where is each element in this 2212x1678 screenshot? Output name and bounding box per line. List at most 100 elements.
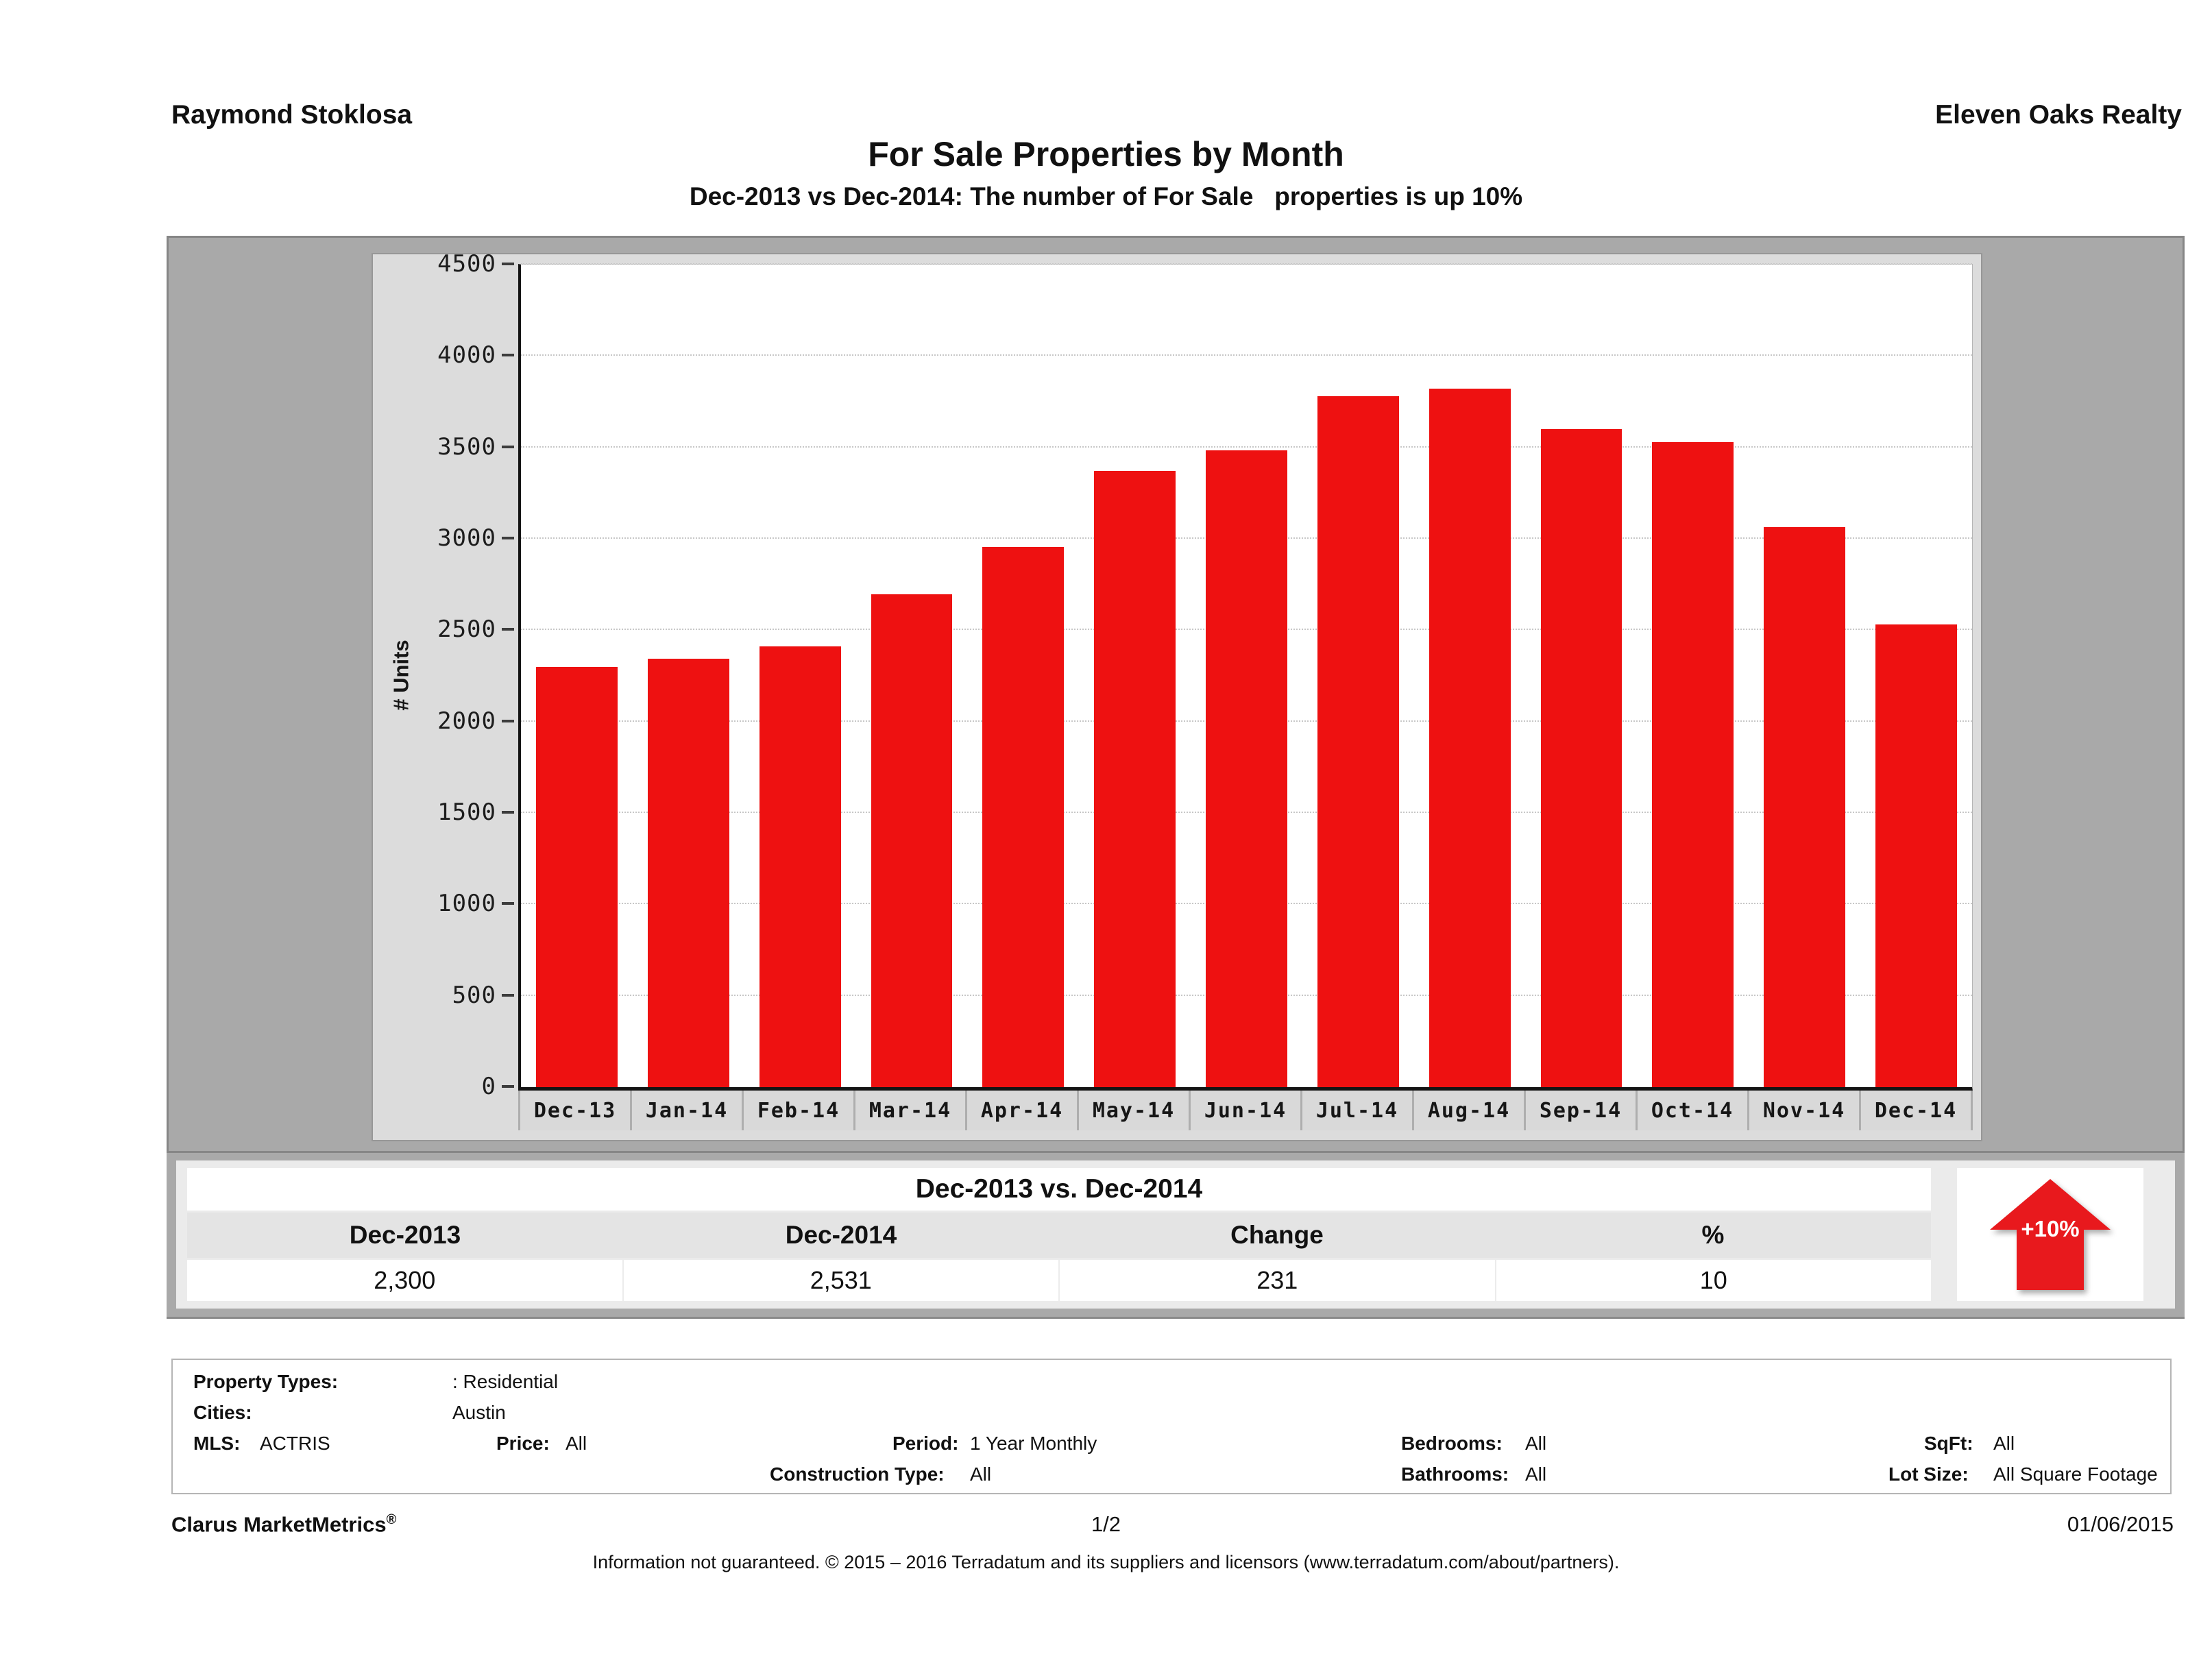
x-label-Nov-14: Nov-14 bbox=[1747, 1091, 1859, 1130]
period-value: 1 Year Monthly bbox=[970, 1433, 1097, 1454]
bar-slot-Jul-14 bbox=[1302, 265, 1414, 1087]
footer-date: 01/06/2015 bbox=[2067, 1512, 2174, 1536]
col-header-change: Change bbox=[1230, 1221, 1324, 1249]
value-change: 231 bbox=[1058, 1260, 1495, 1301]
footer-disclaimer: Information not guaranteed. © 2015 – 201… bbox=[592, 1552, 1620, 1572]
registered-mark: ® bbox=[386, 1512, 397, 1527]
bar-Dec-13 bbox=[535, 666, 618, 1087]
cities-value: Austin bbox=[452, 1402, 506, 1423]
gridline-4500 bbox=[521, 263, 1972, 265]
y-tick-label-0: 0 bbox=[481, 1073, 496, 1100]
page-title: For Sale Properties by Month bbox=[868, 135, 1344, 173]
x-label-Feb-14: Feb-14 bbox=[742, 1091, 853, 1130]
bar-Oct-14 bbox=[1652, 441, 1734, 1087]
y-tick-mark-4000 bbox=[502, 354, 514, 357]
col-header-percent: % bbox=[1701, 1221, 1725, 1249]
y-tick-mark-2500 bbox=[502, 628, 514, 631]
x-label-Dec-14: Dec-14 bbox=[1859, 1091, 1973, 1130]
criteria-box: Property Types: : Residential Cities: Au… bbox=[171, 1359, 2172, 1494]
mls-label: MLS: bbox=[193, 1433, 241, 1454]
y-tick-label-4500: 4500 bbox=[437, 250, 496, 278]
y-tick-label-1000: 1000 bbox=[437, 890, 496, 918]
up-arrow-icon: +10% bbox=[1990, 1179, 2111, 1290]
y-tick-mark-500 bbox=[502, 993, 514, 997]
sqft-value: All bbox=[1993, 1433, 2015, 1454]
x-label-Apr-14: Apr-14 bbox=[965, 1091, 1077, 1130]
y-tick-mark-4500 bbox=[502, 263, 514, 265]
x-label-Jul-14: Jul-14 bbox=[1300, 1091, 1412, 1130]
col-header-dec2013: Dec-2013 bbox=[349, 1221, 461, 1249]
up-arrow-head bbox=[1990, 1179, 2111, 1230]
y-tick-label-2000: 2000 bbox=[437, 707, 496, 735]
up-arrow-body bbox=[2017, 1230, 2084, 1290]
value-dec2013: 2,300 bbox=[374, 1266, 436, 1294]
bar-May-14 bbox=[1094, 471, 1176, 1087]
bar-slot-Mar-14 bbox=[856, 265, 968, 1087]
property-types-label: Property Types: bbox=[193, 1371, 339, 1392]
comparison-value-row: 2,300 2,531 231 10 bbox=[187, 1260, 1931, 1301]
x-axis-strip: Dec-13 Jan-14 Feb-14 Mar-14 Apr-14 May-14 Jun-… bbox=[518, 1091, 1973, 1130]
bar-slot-Dec-14 bbox=[1860, 265, 1972, 1087]
lot-size-label: Lot Size: bbox=[1888, 1463, 1969, 1485]
bar-Dec-14 bbox=[1875, 624, 1957, 1087]
footer-brand: Clarus MarketMetrics® bbox=[171, 1512, 396, 1537]
y-tick-label-4000: 4000 bbox=[437, 341, 496, 369]
bar-slot-Jun-14 bbox=[1191, 265, 1302, 1087]
agent-name: Raymond Stoklosa bbox=[171, 100, 413, 130]
col-header-dec2014: Dec-2014 bbox=[785, 1221, 897, 1249]
cities-label: Cities: bbox=[193, 1402, 252, 1423]
bedrooms-label: Bedrooms: bbox=[1401, 1433, 1503, 1454]
y-tick-mark-1500 bbox=[502, 811, 514, 814]
y-tick-mark-1000 bbox=[502, 902, 514, 905]
bar-Sep-14 bbox=[1540, 429, 1622, 1087]
bar-slot-Nov-14 bbox=[1749, 265, 1860, 1087]
x-label-Mar-14: Mar-14 bbox=[853, 1091, 965, 1130]
y-tick-mark-0 bbox=[502, 1085, 514, 1088]
bar-slot-Apr-14 bbox=[967, 265, 1079, 1087]
x-label-May-14: May-14 bbox=[1077, 1091, 1189, 1130]
bar-slot-Aug-14 bbox=[1414, 265, 1526, 1087]
value-percent: 10 bbox=[1494, 1260, 1932, 1301]
bar-Aug-14 bbox=[1429, 389, 1511, 1087]
period-label: Period: bbox=[892, 1433, 959, 1454]
bar-Mar-14 bbox=[871, 594, 953, 1087]
chart-panel: # Units 0 500 1000 1500 2000 2500 3000 3500 4000… bbox=[372, 250, 1982, 1141]
comparison-table: Dec-2013 vs. Dec-2014 Dec-2013 Dec-2014 … bbox=[187, 1168, 1931, 1301]
x-label-Sep-14: Sep-14 bbox=[1524, 1091, 1636, 1130]
y-axis: 0 500 1000 1500 2000 2500 3000 3500 4000 4500 bbox=[373, 250, 514, 1100]
page-subtitle: Dec-2013 vs Dec-2014: The number of For … bbox=[689, 182, 1523, 210]
y-tick-mark-3500 bbox=[502, 445, 514, 448]
bar-slot-Jan-14 bbox=[633, 265, 744, 1087]
bar-Nov-14 bbox=[1764, 526, 1846, 1087]
bedrooms-value: All bbox=[1525, 1433, 1547, 1454]
x-label-Oct-14: Oct-14 bbox=[1636, 1091, 1747, 1130]
construction-type-value: All bbox=[970, 1463, 992, 1485]
construction-type-label: Construction Type: bbox=[770, 1463, 945, 1485]
price-value: All bbox=[566, 1433, 587, 1454]
y-tick-label-2500: 2500 bbox=[437, 616, 496, 644]
y-tick-mark-3000 bbox=[502, 537, 514, 539]
y-tick-label-1500: 1500 bbox=[437, 799, 496, 826]
chart-frame: # Units 0 500 1000 1500 2000 2500 3000 3500 4000… bbox=[167, 236, 2185, 1153]
comparison-band-inner: Dec-2013 vs. Dec-2014 Dec-2013 Dec-2014 … bbox=[176, 1160, 2175, 1309]
bathrooms-value: All bbox=[1525, 1463, 1547, 1485]
bar-Jan-14 bbox=[647, 658, 729, 1087]
bar-Feb-14 bbox=[759, 646, 841, 1087]
y-tick-label-3500: 3500 bbox=[437, 433, 496, 461]
bar-Apr-14 bbox=[982, 547, 1065, 1087]
bars-container bbox=[521, 265, 1972, 1087]
x-label-Dec-13: Dec-13 bbox=[518, 1091, 630, 1130]
bar-slot-May-14 bbox=[1079, 265, 1191, 1087]
trend-badge-label: +10% bbox=[2021, 1216, 2080, 1241]
property-types-value: : Residential bbox=[452, 1371, 559, 1392]
y-tick-label-3000: 3000 bbox=[437, 524, 496, 552]
x-label-Jan-14: Jan-14 bbox=[630, 1091, 742, 1130]
gridline-4000 bbox=[521, 354, 1972, 356]
y-tick-label-500: 500 bbox=[452, 981, 496, 1009]
y-tick-mark-2000 bbox=[502, 719, 514, 722]
plot-area bbox=[518, 263, 1973, 1091]
comparison-band: Dec-2013 vs. Dec-2014 Dec-2013 Dec-2014 … bbox=[167, 1153, 2185, 1319]
bar-Jun-14 bbox=[1206, 450, 1287, 1087]
company-name: Eleven Oaks Realty bbox=[1935, 100, 2182, 130]
gridline-3500 bbox=[521, 446, 1972, 448]
